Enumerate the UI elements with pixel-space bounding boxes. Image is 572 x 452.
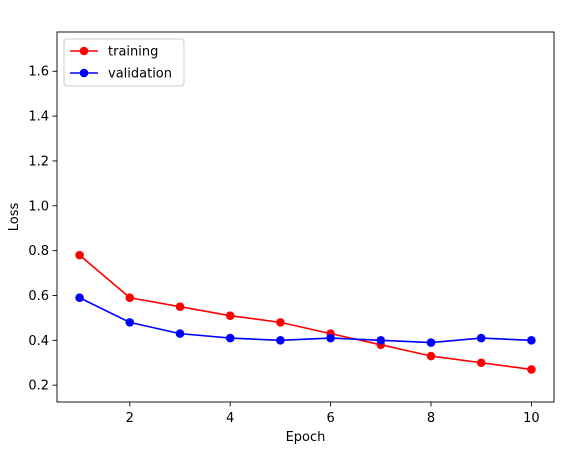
plot-area bbox=[57, 32, 554, 402]
x-tick-label: 4 bbox=[226, 411, 234, 426]
y-tick-label: 1.6 bbox=[28, 65, 49, 80]
data-point-training bbox=[276, 318, 285, 327]
legend: training validation bbox=[63, 38, 185, 87]
data-point-validation bbox=[527, 336, 536, 345]
y-tick-label: 1.4 bbox=[28, 110, 49, 125]
data-point-validation bbox=[426, 338, 436, 347]
data-point-training bbox=[476, 358, 486, 368]
y-tick-label: 0.2 bbox=[28, 379, 49, 394]
legend-marker bbox=[79, 46, 89, 56]
x-axis-label: Epoch bbox=[286, 430, 326, 445]
data-point-validation bbox=[376, 336, 386, 345]
y-tick-label: 0.8 bbox=[28, 244, 49, 259]
data-point-training bbox=[527, 365, 536, 374]
data-point-validation bbox=[276, 336, 285, 345]
legend-marker bbox=[79, 68, 89, 78]
data-point-training bbox=[225, 311, 235, 320]
x-axis-ticks: 2 4 6 8 10 bbox=[126, 402, 540, 426]
data-point-training bbox=[175, 302, 185, 312]
y-tick-label: 0.6 bbox=[28, 289, 49, 304]
data-point-validation bbox=[476, 333, 486, 343]
x-tick-label: 6 bbox=[326, 411, 334, 426]
series-validation bbox=[75, 293, 536, 347]
series-line-training bbox=[79, 254, 532, 371]
plot-frame bbox=[56, 31, 555, 403]
x-tick-label: 10 bbox=[523, 411, 540, 426]
y-tick-label: 1.2 bbox=[28, 154, 49, 169]
y-tick-label: 0.4 bbox=[28, 334, 49, 349]
y-tick-label: 1.0 bbox=[28, 199, 49, 214]
series-line-validation bbox=[79, 297, 532, 344]
data-point-validation bbox=[175, 329, 185, 338]
data-point-training bbox=[125, 293, 135, 303]
legend-item-training: training bbox=[70, 45, 158, 60]
series-layer bbox=[75, 250, 536, 374]
legend-item-validation: validation bbox=[70, 67, 172, 82]
x-tick-label: 8 bbox=[427, 411, 435, 426]
data-point-training bbox=[426, 351, 436, 361]
data-point-training bbox=[75, 250, 84, 260]
data-point-validation bbox=[75, 293, 84, 303]
data-point-validation bbox=[225, 333, 235, 343]
legend-label: training bbox=[108, 45, 158, 60]
x-tick-label: 2 bbox=[126, 411, 134, 426]
y-axis-label: Loss bbox=[7, 203, 22, 232]
legend-label: validation bbox=[108, 67, 172, 82]
y-axis-ticks: 0.2 0.4 0.6 0.8 1.0 1.2 1.4 1.6 bbox=[28, 65, 57, 394]
data-point-validation bbox=[326, 333, 335, 343]
series-training bbox=[75, 250, 536, 374]
data-point-validation bbox=[125, 318, 135, 327]
